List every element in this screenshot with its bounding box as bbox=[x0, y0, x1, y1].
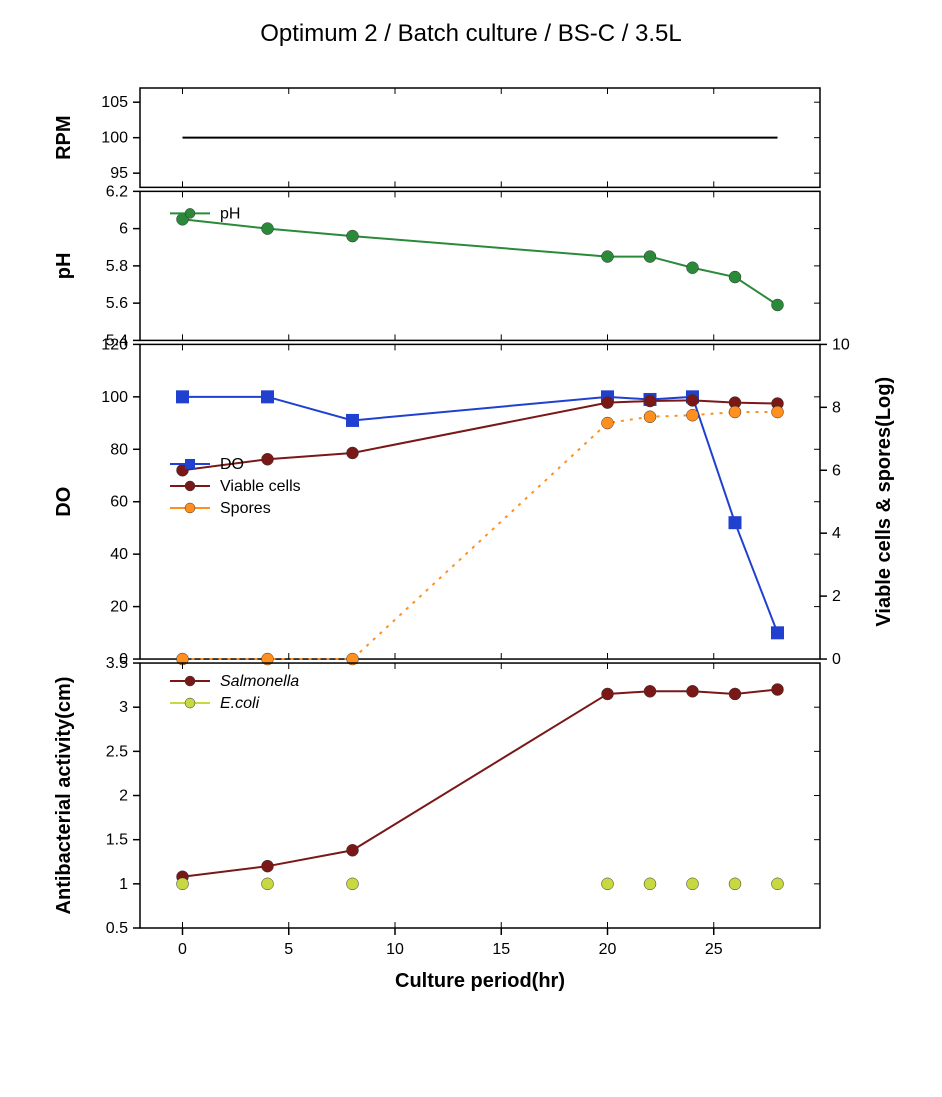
svg-text:3: 3 bbox=[119, 699, 128, 716]
svg-text:RPM: RPM bbox=[53, 115, 75, 159]
svg-text:40: 40 bbox=[110, 546, 128, 563]
svg-text:Viable cells & spores(Log): Viable cells & spores(Log) bbox=[873, 377, 895, 627]
chart-title: Optimum 2 / Batch culture / BS-C / 3.5L bbox=[20, 20, 922, 48]
svg-text:2: 2 bbox=[119, 788, 128, 805]
svg-text:25: 25 bbox=[705, 941, 723, 958]
svg-text:2.5: 2.5 bbox=[106, 743, 128, 760]
svg-text:pH: pH bbox=[220, 205, 240, 222]
svg-text:6.2: 6.2 bbox=[106, 183, 128, 200]
svg-text:5.8: 5.8 bbox=[106, 258, 128, 275]
svg-text:Salmonella: Salmonella bbox=[220, 673, 299, 690]
svg-text:2: 2 bbox=[832, 588, 841, 605]
svg-text:DO: DO bbox=[220, 456, 244, 473]
svg-text:105: 105 bbox=[101, 94, 128, 111]
svg-text:0: 0 bbox=[178, 941, 187, 958]
svg-text:6: 6 bbox=[832, 462, 841, 479]
svg-text:95: 95 bbox=[110, 165, 128, 182]
svg-text:80: 80 bbox=[110, 441, 128, 458]
svg-text:1: 1 bbox=[119, 876, 128, 893]
chart-svg: 95100105RPM5.45.65.866.2pHpH020406080100… bbox=[20, 78, 920, 1038]
svg-text:0: 0 bbox=[832, 651, 841, 668]
chart-container: Optimum 2 / Batch culture / BS-C / 3.5L … bbox=[20, 20, 922, 1038]
svg-text:Antibacterial activity(cm): Antibacterial activity(cm) bbox=[53, 677, 75, 915]
svg-text:DO: DO bbox=[53, 487, 75, 517]
svg-text:5.6: 5.6 bbox=[106, 295, 128, 312]
svg-text:Viable cells: Viable cells bbox=[220, 478, 301, 495]
svg-text:20: 20 bbox=[599, 941, 617, 958]
svg-text:5: 5 bbox=[284, 941, 293, 958]
svg-text:0.5: 0.5 bbox=[106, 920, 128, 937]
svg-text:100: 100 bbox=[101, 389, 128, 406]
svg-text:1.5: 1.5 bbox=[106, 832, 128, 849]
svg-text:4: 4 bbox=[832, 525, 841, 542]
svg-text:10: 10 bbox=[832, 336, 850, 353]
svg-text:60: 60 bbox=[110, 494, 128, 511]
svg-text:8: 8 bbox=[832, 399, 841, 416]
svg-text:20: 20 bbox=[110, 599, 128, 616]
svg-text:15: 15 bbox=[492, 941, 510, 958]
svg-text:10: 10 bbox=[386, 941, 404, 958]
svg-text:6: 6 bbox=[119, 221, 128, 238]
svg-text:3.5: 3.5 bbox=[106, 655, 128, 672]
svg-text:E.coli: E.coli bbox=[220, 695, 260, 712]
svg-text:Culture period(hr): Culture period(hr) bbox=[395, 970, 565, 992]
svg-text:pH: pH bbox=[53, 253, 75, 280]
svg-text:120: 120 bbox=[101, 336, 128, 353]
svg-text:100: 100 bbox=[101, 130, 128, 147]
svg-text:Spores: Spores bbox=[220, 500, 271, 517]
